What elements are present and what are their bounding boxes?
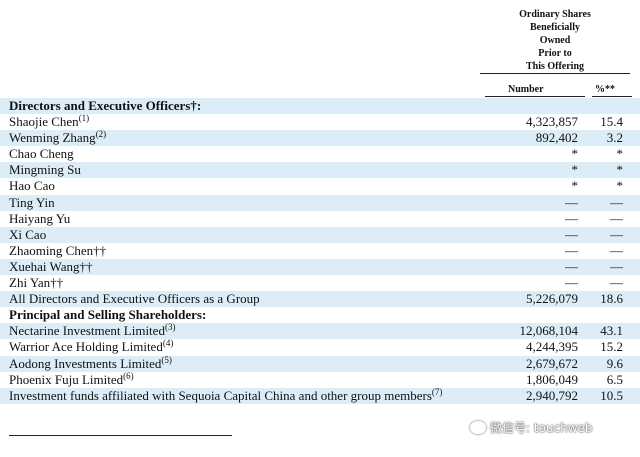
table-row: Aodong Investments Limited(5) 2,679,672 9.…	[0, 354, 640, 372]
shares-percent: 10.5	[600, 387, 623, 403]
shares-percent: —	[610, 226, 623, 242]
holder-name: Wenming Zhang(2)	[9, 129, 107, 146]
table-row: Mingming Su * *	[0, 162, 640, 179]
holder-name: Zhaoming Chen††	[9, 242, 107, 258]
table-row: Zhi Yan†† — —	[0, 275, 640, 291]
table-row: Chao Cheng * *	[0, 146, 640, 162]
table-row: Phoenix Fuju Limited(6) 1,806,049 6.5	[0, 370, 640, 388]
holder-name: Investment funds affiliated with Sequoia…	[9, 386, 443, 403]
column-divider-number	[485, 96, 585, 97]
footnote-marker: (7)	[431, 386, 443, 397]
footnote-marker: (1)	[78, 113, 90, 124]
table-row: Haiyang Yu — —	[0, 211, 640, 227]
shares-percent: —	[610, 194, 623, 210]
table-row: Xi Cao — —	[0, 226, 640, 243]
shares-number: 892,402	[535, 130, 578, 146]
table-row: All Directors and Executive Officers as …	[0, 291, 640, 308]
holder-name: Principal and Selling Shareholders:	[9, 307, 207, 323]
footnote-marker: (2)	[95, 129, 107, 140]
column-divider-percent	[592, 96, 632, 97]
table-row: Nectarine Investment Limited(3) 12,068,10…	[0, 322, 640, 340]
header-divider	[480, 73, 630, 74]
shares-number: 4,244,395	[526, 339, 578, 355]
shares-percent: *	[616, 178, 624, 194]
header-line: Ordinary Shares	[519, 9, 591, 20]
holder-name: Phoenix Fuju Limited(6)	[9, 370, 134, 387]
header-line: This Offering	[525, 61, 585, 72]
holder-name: All Directors and Executive Officers as …	[9, 291, 260, 307]
shares-number: —	[565, 210, 578, 226]
holder-name: Hao Cao	[9, 178, 55, 194]
shares-number: —	[565, 242, 578, 258]
shares-percent: 9.6	[606, 355, 623, 371]
table-row: Warrior Ace Holding Limited(4) 4,244,395 1…	[0, 339, 640, 355]
holder-name: Nectarine Investment Limited(3)	[9, 322, 176, 339]
table-row: Ting Yin — —	[0, 194, 640, 211]
table-row: Hao Cao * *	[0, 178, 640, 194]
shares-percent: —	[610, 275, 623, 291]
holder-name: Ting Yin	[9, 194, 55, 210]
section-heading-row: Principal and Selling Shareholders:	[0, 307, 640, 323]
ownership-table: Directors and Executive Officers†: Shaoji…	[0, 98, 640, 404]
column-header-number: Number	[508, 84, 544, 95]
shares-number: *	[571, 162, 579, 178]
shares-percent: —	[610, 242, 623, 258]
shares-percent: 15.4	[600, 114, 623, 130]
header-line: Beneficially	[530, 22, 580, 33]
column-header-percent: %**	[595, 84, 615, 95]
header-line: Prior to	[538, 48, 572, 59]
shares-percent: —	[610, 258, 623, 274]
holder-name: Aodong Investments Limited(5)	[9, 354, 172, 371]
shares-percent: 43.1	[600, 323, 623, 339]
watermark-text: 微信号: touchweb	[490, 421, 593, 435]
holder-name: Directors and Executive Officers†:	[9, 98, 202, 113]
shares-percent: 3.2	[606, 130, 623, 146]
footnote-divider	[9, 435, 232, 436]
holder-name: Haiyang Yu	[9, 210, 71, 226]
holder-name: Shaojie Chen(1)	[9, 113, 90, 130]
shares-number: 5,226,079	[526, 291, 578, 307]
table-column-group-header: Ordinary Shares Beneficially Owned Prior…	[480, 8, 630, 73]
shares-number: 4,323,857	[526, 114, 578, 130]
section-heading-row: Directors and Executive Officers†:	[0, 98, 640, 115]
shares-number: *	[571, 146, 579, 162]
shares-number: 2,940,792	[526, 387, 578, 403]
shares-number: 2,679,672	[526, 355, 578, 371]
shares-percent: *	[616, 162, 624, 178]
table-row: Wenming Zhang(2) 892,402 3.2	[0, 129, 640, 147]
holder-name: Warrior Ace Holding Limited(4)	[9, 338, 174, 355]
table-row: Xuehai Wang†† — —	[0, 258, 640, 276]
shares-number: —	[565, 194, 578, 210]
shares-number: 12,068,104	[519, 323, 579, 339]
footnote-marker: (4)	[162, 338, 174, 349]
table-row: Zhaoming Chen†† — —	[0, 243, 640, 259]
shares-percent: 6.5	[606, 371, 623, 387]
shares-number: —	[565, 275, 578, 291]
shares-number: —	[565, 226, 578, 242]
holder-name: Zhi Yan††	[9, 275, 64, 291]
shares-number: *	[571, 178, 579, 194]
holder-name: Xuehai Wang††	[9, 258, 93, 274]
footnote-marker: (3)	[164, 322, 176, 333]
table-row: Investment funds affiliated with Sequoia…	[0, 386, 640, 404]
shares-number: 1,806,049	[526, 371, 578, 387]
wechat-watermark: 微信号: touchweb	[470, 419, 593, 436]
header-line: Owned	[539, 35, 571, 46]
shares-percent: —	[610, 210, 623, 226]
footnote-marker: (6)	[123, 370, 134, 381]
shares-percent: *	[616, 146, 624, 162]
holder-name: Chao Cheng	[9, 146, 74, 162]
shares-number: —	[565, 258, 578, 274]
table-row: Shaojie Chen(1) 4,323,857 15.4	[0, 114, 640, 130]
holder-name: Mingming Su	[9, 162, 81, 178]
footnote-marker: (5)	[161, 354, 172, 365]
shares-percent: 15.2	[600, 339, 623, 355]
holder-name: Xi Cao	[9, 226, 47, 242]
wechat-icon	[470, 421, 486, 434]
shares-percent: 18.6	[600, 291, 623, 307]
